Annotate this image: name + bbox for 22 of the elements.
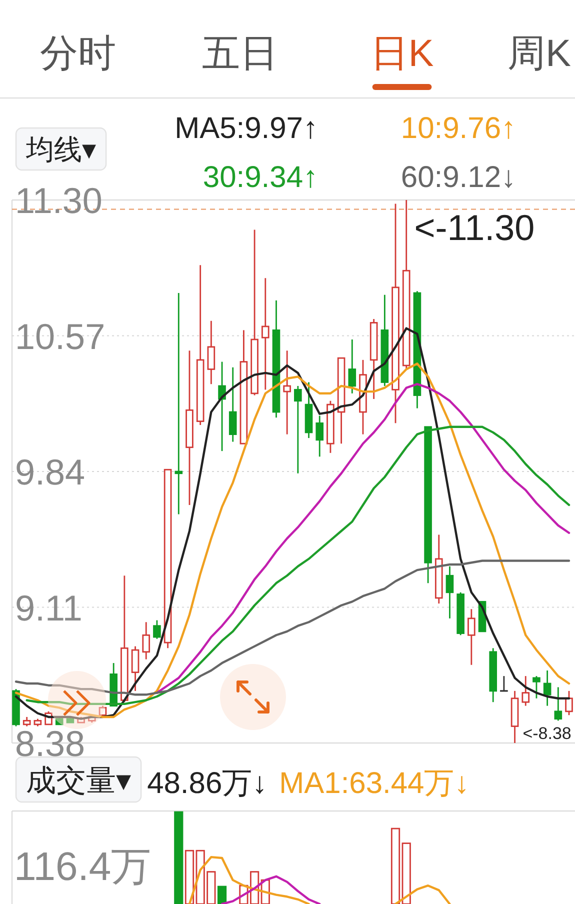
text: 30:9.34↑ [202,161,318,194]
text: MA1:63.44万↓ [279,767,470,800]
line-series [156,383,570,694]
y-tick-label: 10.57 [15,316,106,357]
legend-title: 均线▾ [25,134,96,166]
y-tick-label: 11.30 [15,180,102,221]
text: MA5:9.97↑ [174,112,318,145]
category-label: 日K [370,33,434,75]
y-tick-label: 9.84 [15,452,86,492]
annotation: 116.4万 [14,845,152,889]
annotation: <-8.38 [522,724,572,743]
line-series [14,560,570,696]
text: 10:9.76↑ [400,112,516,145]
y-tick-label: 8.38 [15,723,86,764]
legend-title: 成交量▾ [26,764,132,798]
category-label: 分时 [40,33,116,75]
y-tick-label: 9.11 [15,587,82,628]
text: 48.86万↓ [147,767,268,800]
text: 60:9.12↓ [400,161,516,194]
annotation: <-11.30 [414,207,535,248]
category-label: 周K [508,33,571,75]
category-label: 五日 [202,33,278,75]
